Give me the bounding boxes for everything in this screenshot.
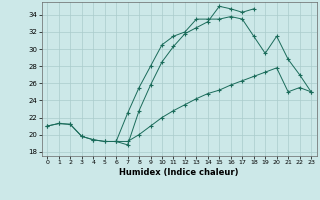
X-axis label: Humidex (Indice chaleur): Humidex (Indice chaleur)	[119, 168, 239, 177]
